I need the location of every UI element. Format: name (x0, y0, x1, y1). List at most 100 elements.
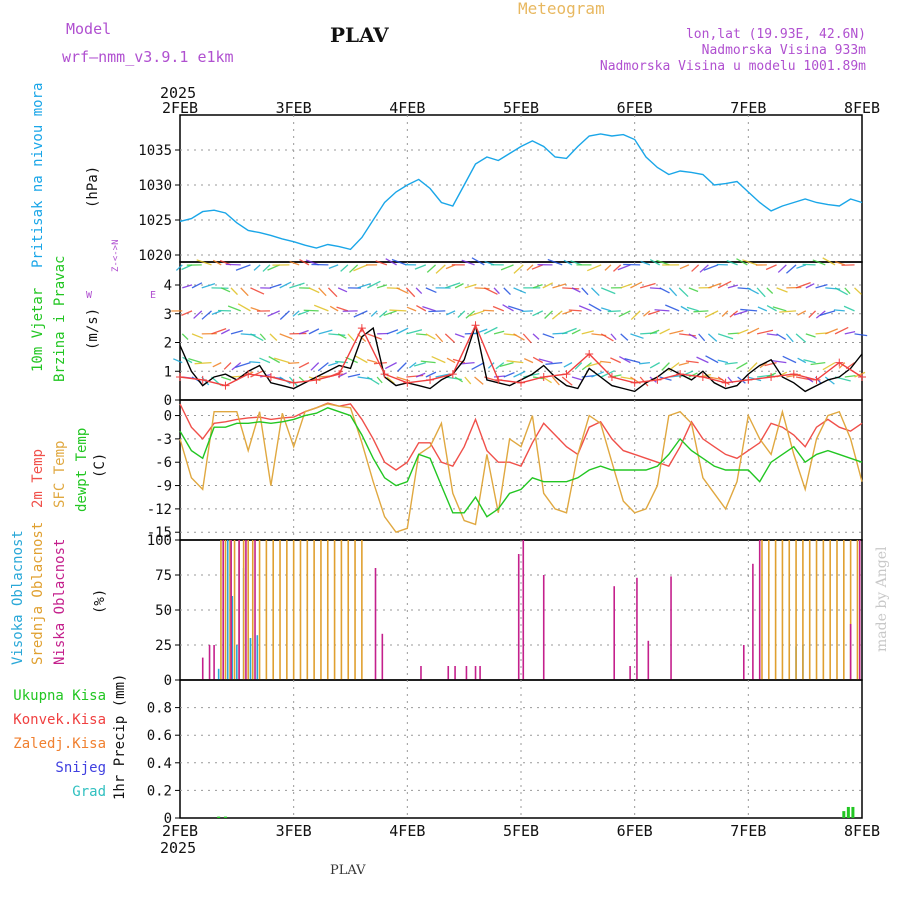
y-tick-label: 1020 (138, 248, 172, 264)
wind-arrow (779, 310, 797, 313)
wind-arrow (262, 264, 271, 272)
wind-arrow (181, 333, 189, 340)
wind-arrow (327, 287, 338, 298)
wind-arrow (474, 287, 490, 290)
wind-arrow (196, 259, 212, 266)
wind-arrow (182, 356, 193, 364)
gust-marker (335, 370, 344, 379)
y-tick-label: 0 (164, 811, 172, 827)
bar-srednja-oblacnost (836, 540, 838, 680)
wind-arrow (648, 310, 660, 316)
gust-marker (312, 375, 321, 384)
bar-niska-oblacnost (254, 540, 256, 680)
wind-arrow (785, 333, 794, 343)
wind-arrow (822, 362, 836, 371)
wind-arrow (459, 361, 475, 365)
wind-arrow (495, 362, 505, 370)
wind-arrow (686, 306, 699, 312)
wind-arrow (796, 264, 807, 269)
wind-arrow (610, 357, 621, 364)
bar-srednja-oblacnost (354, 540, 356, 680)
wind-arrow (844, 374, 856, 378)
cloud-unit: (%) (92, 589, 108, 614)
wind-arrow (721, 310, 729, 317)
wind-arrow (618, 310, 631, 318)
wind-arrow (727, 332, 739, 335)
wind-arrow (349, 264, 359, 273)
bar-niska-oblacnost (213, 645, 215, 680)
wind-arrow (250, 287, 265, 295)
wind-arrow (191, 282, 203, 289)
bar-srednja-oblacnost (251, 540, 254, 680)
bar-srednja-oblacnost (774, 540, 777, 680)
wind-arrow (571, 376, 583, 381)
wind-arrow (545, 361, 563, 365)
gust-marker (653, 375, 662, 384)
wind-arrow (269, 283, 282, 289)
wind-arrow (568, 309, 582, 312)
wind-arrow (640, 260, 651, 266)
pressure-panel: 1020 1025 1030 1035 (138, 114, 863, 264)
bar-srednja-oblacnost (229, 540, 231, 680)
wind-arrow (522, 333, 532, 344)
wind-arrow (679, 264, 690, 270)
y-tick-label: -6 (155, 455, 172, 471)
wind-arrow (353, 310, 368, 318)
wind-arrow (328, 362, 339, 367)
wind-arrow (328, 264, 339, 270)
wind-arrow (269, 333, 278, 341)
wind-arrow (678, 370, 694, 378)
y-tick-label: -15 (147, 525, 172, 541)
time-tick-label: 8FEB (844, 99, 880, 117)
bar-srednja-oblacnost (829, 540, 831, 680)
model-name: wrf—nmm_v3.9.1 e1km (62, 48, 234, 66)
wind-arrow (704, 310, 719, 318)
wind-arrow (561, 376, 573, 386)
wind-arrow (502, 304, 514, 312)
wind-arrow (640, 282, 656, 289)
wind-arrow (406, 329, 423, 335)
wind-arrow (513, 287, 527, 294)
wind-arrow (383, 310, 397, 317)
wind-arrow (415, 372, 426, 378)
wind-arrow (289, 260, 300, 266)
wind-arrow (777, 264, 787, 273)
wind-arrow (600, 333, 614, 342)
wind-arrow (703, 264, 719, 271)
wind-arrow (526, 264, 534, 271)
bar-niska-oblacnost (758, 540, 761, 680)
wind-arrow (624, 357, 641, 364)
wind-arrow (237, 303, 251, 312)
wind-arrow (805, 333, 816, 338)
wind-arrow (353, 264, 368, 272)
credit-text: made by Angel (874, 546, 890, 652)
wind-arrow (696, 356, 709, 364)
time-tick-label: 5FEB (503, 99, 539, 117)
bar-niska-oblacnost (374, 568, 377, 680)
wind-arrow (822, 257, 836, 266)
wind-arrow (503, 287, 511, 296)
bar-srednja-oblacnost (788, 540, 791, 680)
wind-arrow (225, 263, 241, 266)
wind-arrow (619, 355, 631, 364)
y-tick-label: 3 (164, 307, 172, 323)
wind-arrow (729, 310, 739, 318)
wind-arrow (425, 333, 436, 340)
time-tick-label: 7FEB (730, 822, 766, 840)
time-tick-label: 2FEB (162, 822, 198, 840)
wind-arrow (487, 362, 495, 369)
wind-arrow (766, 333, 778, 336)
bar-niska-oblacnost (208, 645, 211, 680)
wind-arrow (562, 310, 573, 315)
wind-arrow (273, 357, 290, 364)
y-tick-label: 1035 (138, 143, 172, 159)
bar-srednja-oblacnost (220, 540, 222, 680)
wind-arrow (604, 264, 612, 271)
wind-arrow (223, 362, 232, 370)
wind-arrow (665, 304, 680, 312)
gust-marker (244, 370, 253, 379)
wind-arrow (201, 310, 212, 320)
wind-arrow (717, 333, 734, 340)
wind-arrow (747, 327, 760, 335)
bar-visoka-oblacnost (249, 638, 252, 680)
